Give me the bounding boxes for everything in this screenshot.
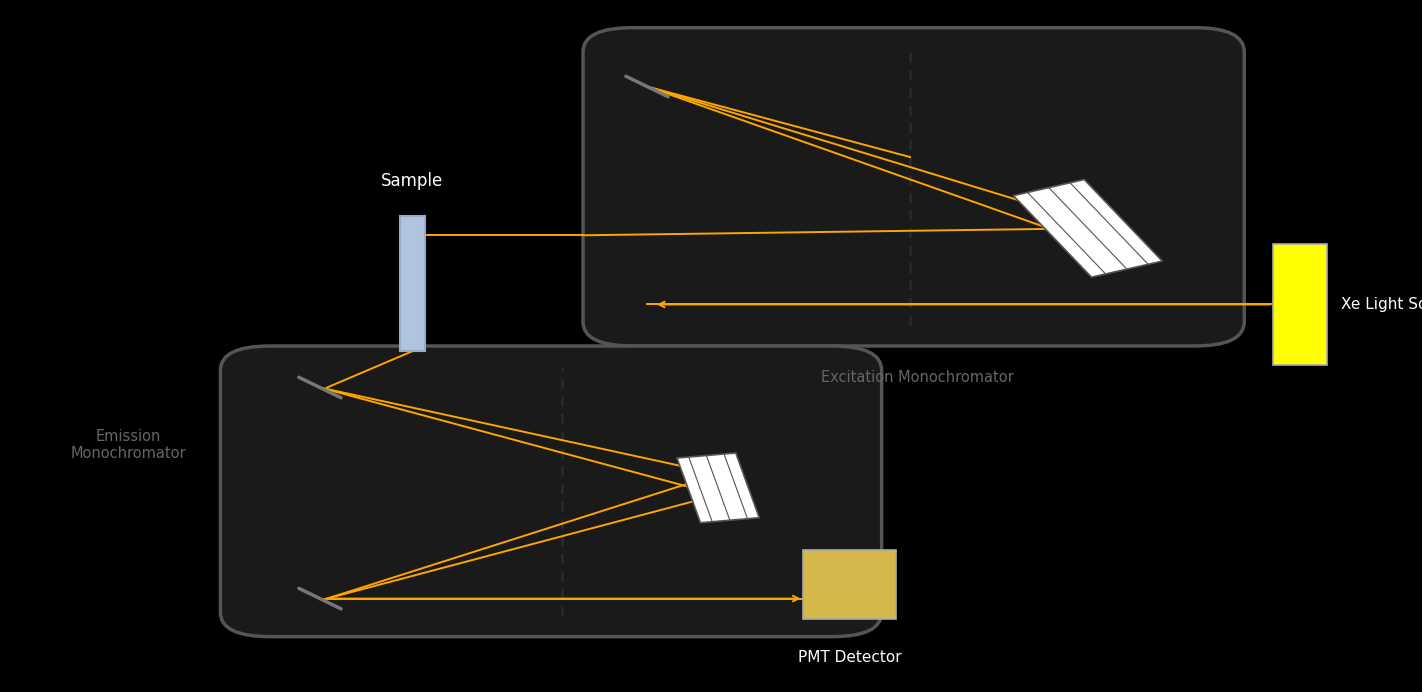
Polygon shape [1014, 179, 1162, 277]
Text: Excitation Monochromator: Excitation Monochromator [820, 370, 1014, 385]
Text: Sample: Sample [381, 172, 444, 190]
Bar [1273, 244, 1327, 365]
FancyBboxPatch shape [220, 346, 882, 637]
Text: PMT Detector: PMT Detector [798, 650, 902, 666]
Bar [400, 216, 425, 352]
Bar [803, 550, 896, 619]
FancyBboxPatch shape [583, 28, 1244, 346]
Text: Emission
Monochromator: Emission Monochromator [70, 429, 186, 462]
Polygon shape [677, 453, 759, 522]
Text: Xe Light Source: Xe Light Source [1341, 297, 1422, 312]
